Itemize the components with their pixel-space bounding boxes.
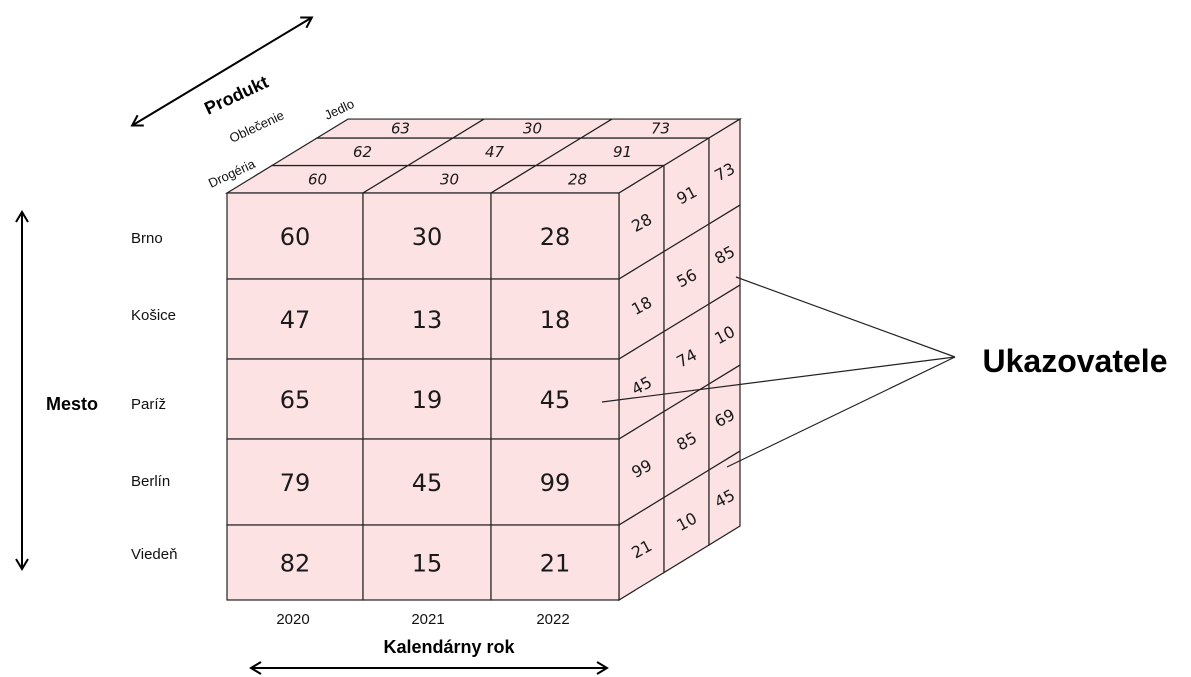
city-axis-title: Mesto	[46, 394, 98, 414]
cube-top-face: 60 30 28 62 47 91 63 30 73	[224, 118, 743, 194]
front-cell	[490, 524, 620, 601]
leader-line-1	[735, 276, 956, 358]
top-cell-value: 30	[440, 170, 459, 188]
front-cell-value: 82	[280, 550, 311, 578]
cube-front-face: 60 30 28 47 13 18 65 19 45 79 45 99 82 15 21	[226, 192, 620, 601]
product-axis-arrow	[130, 16, 314, 127]
top-cell-value: 60	[308, 170, 327, 188]
city-label-kosice: Košice	[131, 307, 176, 324]
top-cell-value: 28	[568, 170, 587, 188]
leader-line-2	[601, 356, 956, 403]
front-cell	[362, 278, 492, 360]
front-cell-value: 99	[540, 469, 571, 497]
front-cell-value: 79	[280, 469, 311, 497]
front-cell-value: 15	[412, 550, 443, 578]
front-cell	[362, 524, 492, 601]
front-cell	[490, 358, 620, 440]
top-cell-value: 47	[485, 143, 505, 161]
front-cell-value: 13	[412, 306, 443, 334]
year-label-2021: 2021	[411, 611, 444, 628]
measures-leader-lines	[601, 276, 956, 468]
city-label-viedne: Viedeň	[131, 546, 177, 563]
top-cell-value: 73	[651, 120, 670, 138]
front-cell	[226, 438, 364, 526]
front-cell-value: 30	[412, 223, 443, 251]
leader-line-3	[726, 356, 956, 468]
front-cell-value: 21	[540, 550, 571, 578]
front-cell-value: 28	[540, 223, 571, 251]
year-label-2020: 2020	[276, 611, 309, 628]
top-cell-value: 30	[523, 120, 542, 138]
front-cell-value: 60	[280, 223, 311, 251]
front-cell	[490, 192, 620, 280]
measures-title: Ukazovatele	[983, 343, 1168, 379]
year-label-2022: 2022	[536, 611, 569, 628]
front-cell	[490, 278, 620, 360]
front-cell	[226, 524, 364, 601]
top-cell-value: 62	[353, 143, 372, 161]
year-axis-title: Kalendárny rok	[383, 637, 515, 657]
front-cell-value: 19	[412, 386, 443, 414]
front-cell-value: 45	[412, 469, 443, 497]
front-cell	[226, 358, 364, 440]
top-cell-value: 63	[391, 120, 410, 138]
front-cell	[490, 438, 620, 526]
top-cell-value: 91	[613, 143, 632, 161]
front-cell-value: 47	[280, 306, 311, 334]
front-cell-value: 45	[540, 386, 571, 414]
city-label-pariz: Paríž	[131, 396, 166, 413]
city-label-berlin: Berlín	[131, 473, 170, 490]
front-cell-value: 65	[280, 386, 311, 414]
city-label-brno: Brno	[131, 230, 163, 247]
product-label-oblecenie: Oblečenie	[227, 107, 286, 145]
front-cell	[226, 278, 364, 360]
front-cell-value: 18	[540, 306, 571, 334]
front-cell	[226, 192, 364, 280]
side-cell	[708, 449, 741, 547]
